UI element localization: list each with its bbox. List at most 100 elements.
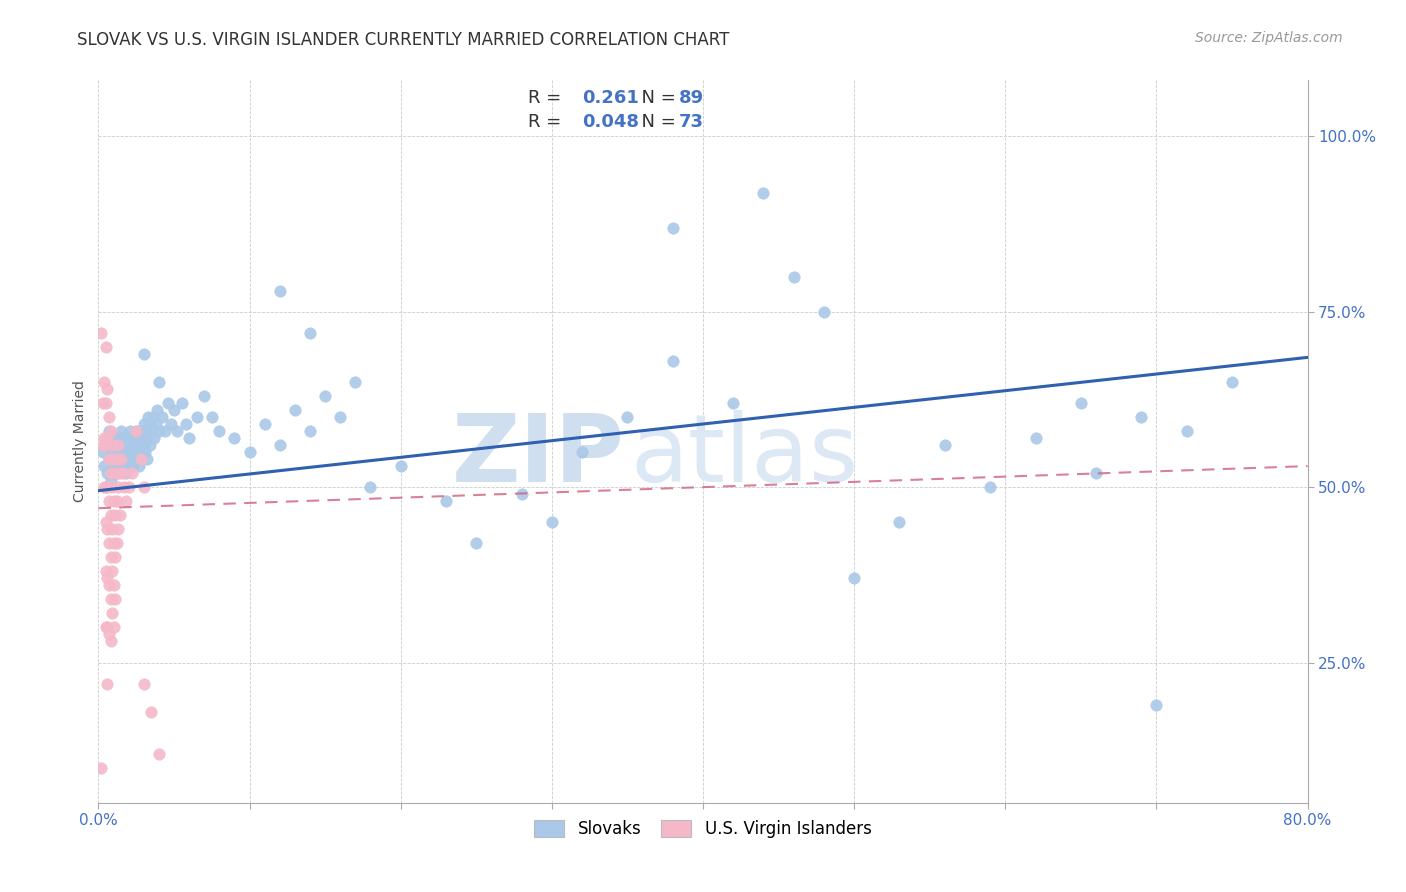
Text: R =: R = — [527, 89, 567, 107]
Point — [723, 396, 745, 410]
Point — [91, 438, 114, 452]
Text: atlas: atlas — [630, 410, 859, 502]
Point — [98, 452, 121, 467]
Point — [107, 431, 129, 445]
Point — [193, 389, 215, 403]
Point — [783, 269, 806, 284]
Point — [129, 445, 152, 459]
Point — [103, 431, 125, 445]
Point — [179, 431, 201, 445]
Point — [360, 480, 382, 494]
Point — [105, 445, 128, 459]
Point — [101, 480, 124, 494]
Point — [90, 761, 112, 775]
Point — [108, 508, 131, 523]
Point — [96, 676, 118, 690]
Point — [94, 620, 117, 634]
Point — [121, 452, 143, 467]
Point — [844, 571, 866, 585]
Point — [132, 480, 155, 494]
Point — [110, 424, 132, 438]
Point — [112, 480, 135, 494]
Point — [135, 431, 157, 445]
Text: N =: N = — [630, 113, 682, 131]
Point — [93, 480, 115, 494]
Text: Source: ZipAtlas.com: Source: ZipAtlas.com — [1195, 31, 1343, 45]
Point — [752, 186, 775, 200]
Point — [91, 396, 114, 410]
Point — [170, 396, 193, 410]
Point — [91, 445, 114, 459]
Point — [90, 326, 112, 340]
Point — [1175, 424, 1198, 438]
Point — [112, 459, 135, 474]
Point — [299, 424, 322, 438]
Point — [134, 424, 156, 438]
Point — [269, 438, 291, 452]
Point — [96, 431, 118, 445]
Point — [93, 459, 115, 474]
Point — [114, 494, 136, 508]
Point — [103, 452, 125, 467]
Point — [129, 452, 152, 467]
Point — [1144, 698, 1167, 712]
Point — [132, 347, 155, 361]
Point — [96, 480, 118, 494]
Point — [344, 375, 367, 389]
Point — [134, 445, 156, 459]
Point — [101, 522, 124, 536]
Point — [224, 431, 246, 445]
Point — [148, 747, 170, 761]
Point — [98, 494, 121, 508]
Point — [129, 424, 152, 438]
Point — [125, 424, 148, 438]
Point — [94, 515, 117, 529]
Point — [115, 431, 138, 445]
Point — [314, 389, 336, 403]
Point — [934, 438, 956, 452]
Point — [118, 480, 141, 494]
Point — [661, 354, 683, 368]
Point — [103, 466, 125, 480]
Point — [135, 452, 157, 467]
Point — [540, 515, 562, 529]
Point — [122, 438, 145, 452]
Point — [100, 634, 122, 648]
Point — [100, 508, 122, 523]
Point — [114, 445, 136, 459]
Point — [107, 438, 129, 452]
Text: 0.048: 0.048 — [582, 113, 640, 131]
Point — [208, 424, 231, 438]
Point — [104, 550, 127, 565]
Point — [104, 466, 127, 480]
Point — [186, 409, 208, 424]
Text: N =: N = — [630, 89, 682, 107]
Point — [1220, 375, 1243, 389]
Point — [93, 431, 115, 445]
Text: 89: 89 — [679, 89, 704, 107]
Point — [1070, 396, 1092, 410]
Point — [329, 409, 352, 424]
Point — [121, 466, 143, 480]
Point — [120, 424, 142, 438]
Point — [889, 515, 911, 529]
Point — [434, 494, 457, 508]
Point — [616, 409, 638, 424]
Text: 0.261: 0.261 — [582, 89, 638, 107]
Point — [98, 536, 121, 550]
Point — [105, 466, 128, 480]
Point — [94, 480, 117, 494]
Point — [132, 676, 155, 690]
Point — [94, 340, 117, 354]
Point — [174, 417, 197, 431]
Point — [101, 607, 124, 621]
Point — [127, 431, 149, 445]
Point — [104, 459, 127, 474]
Point — [146, 403, 169, 417]
Point — [98, 578, 121, 592]
Point — [121, 431, 143, 445]
Point — [107, 452, 129, 467]
Point — [98, 627, 121, 641]
Point — [269, 284, 291, 298]
Point — [150, 409, 173, 424]
